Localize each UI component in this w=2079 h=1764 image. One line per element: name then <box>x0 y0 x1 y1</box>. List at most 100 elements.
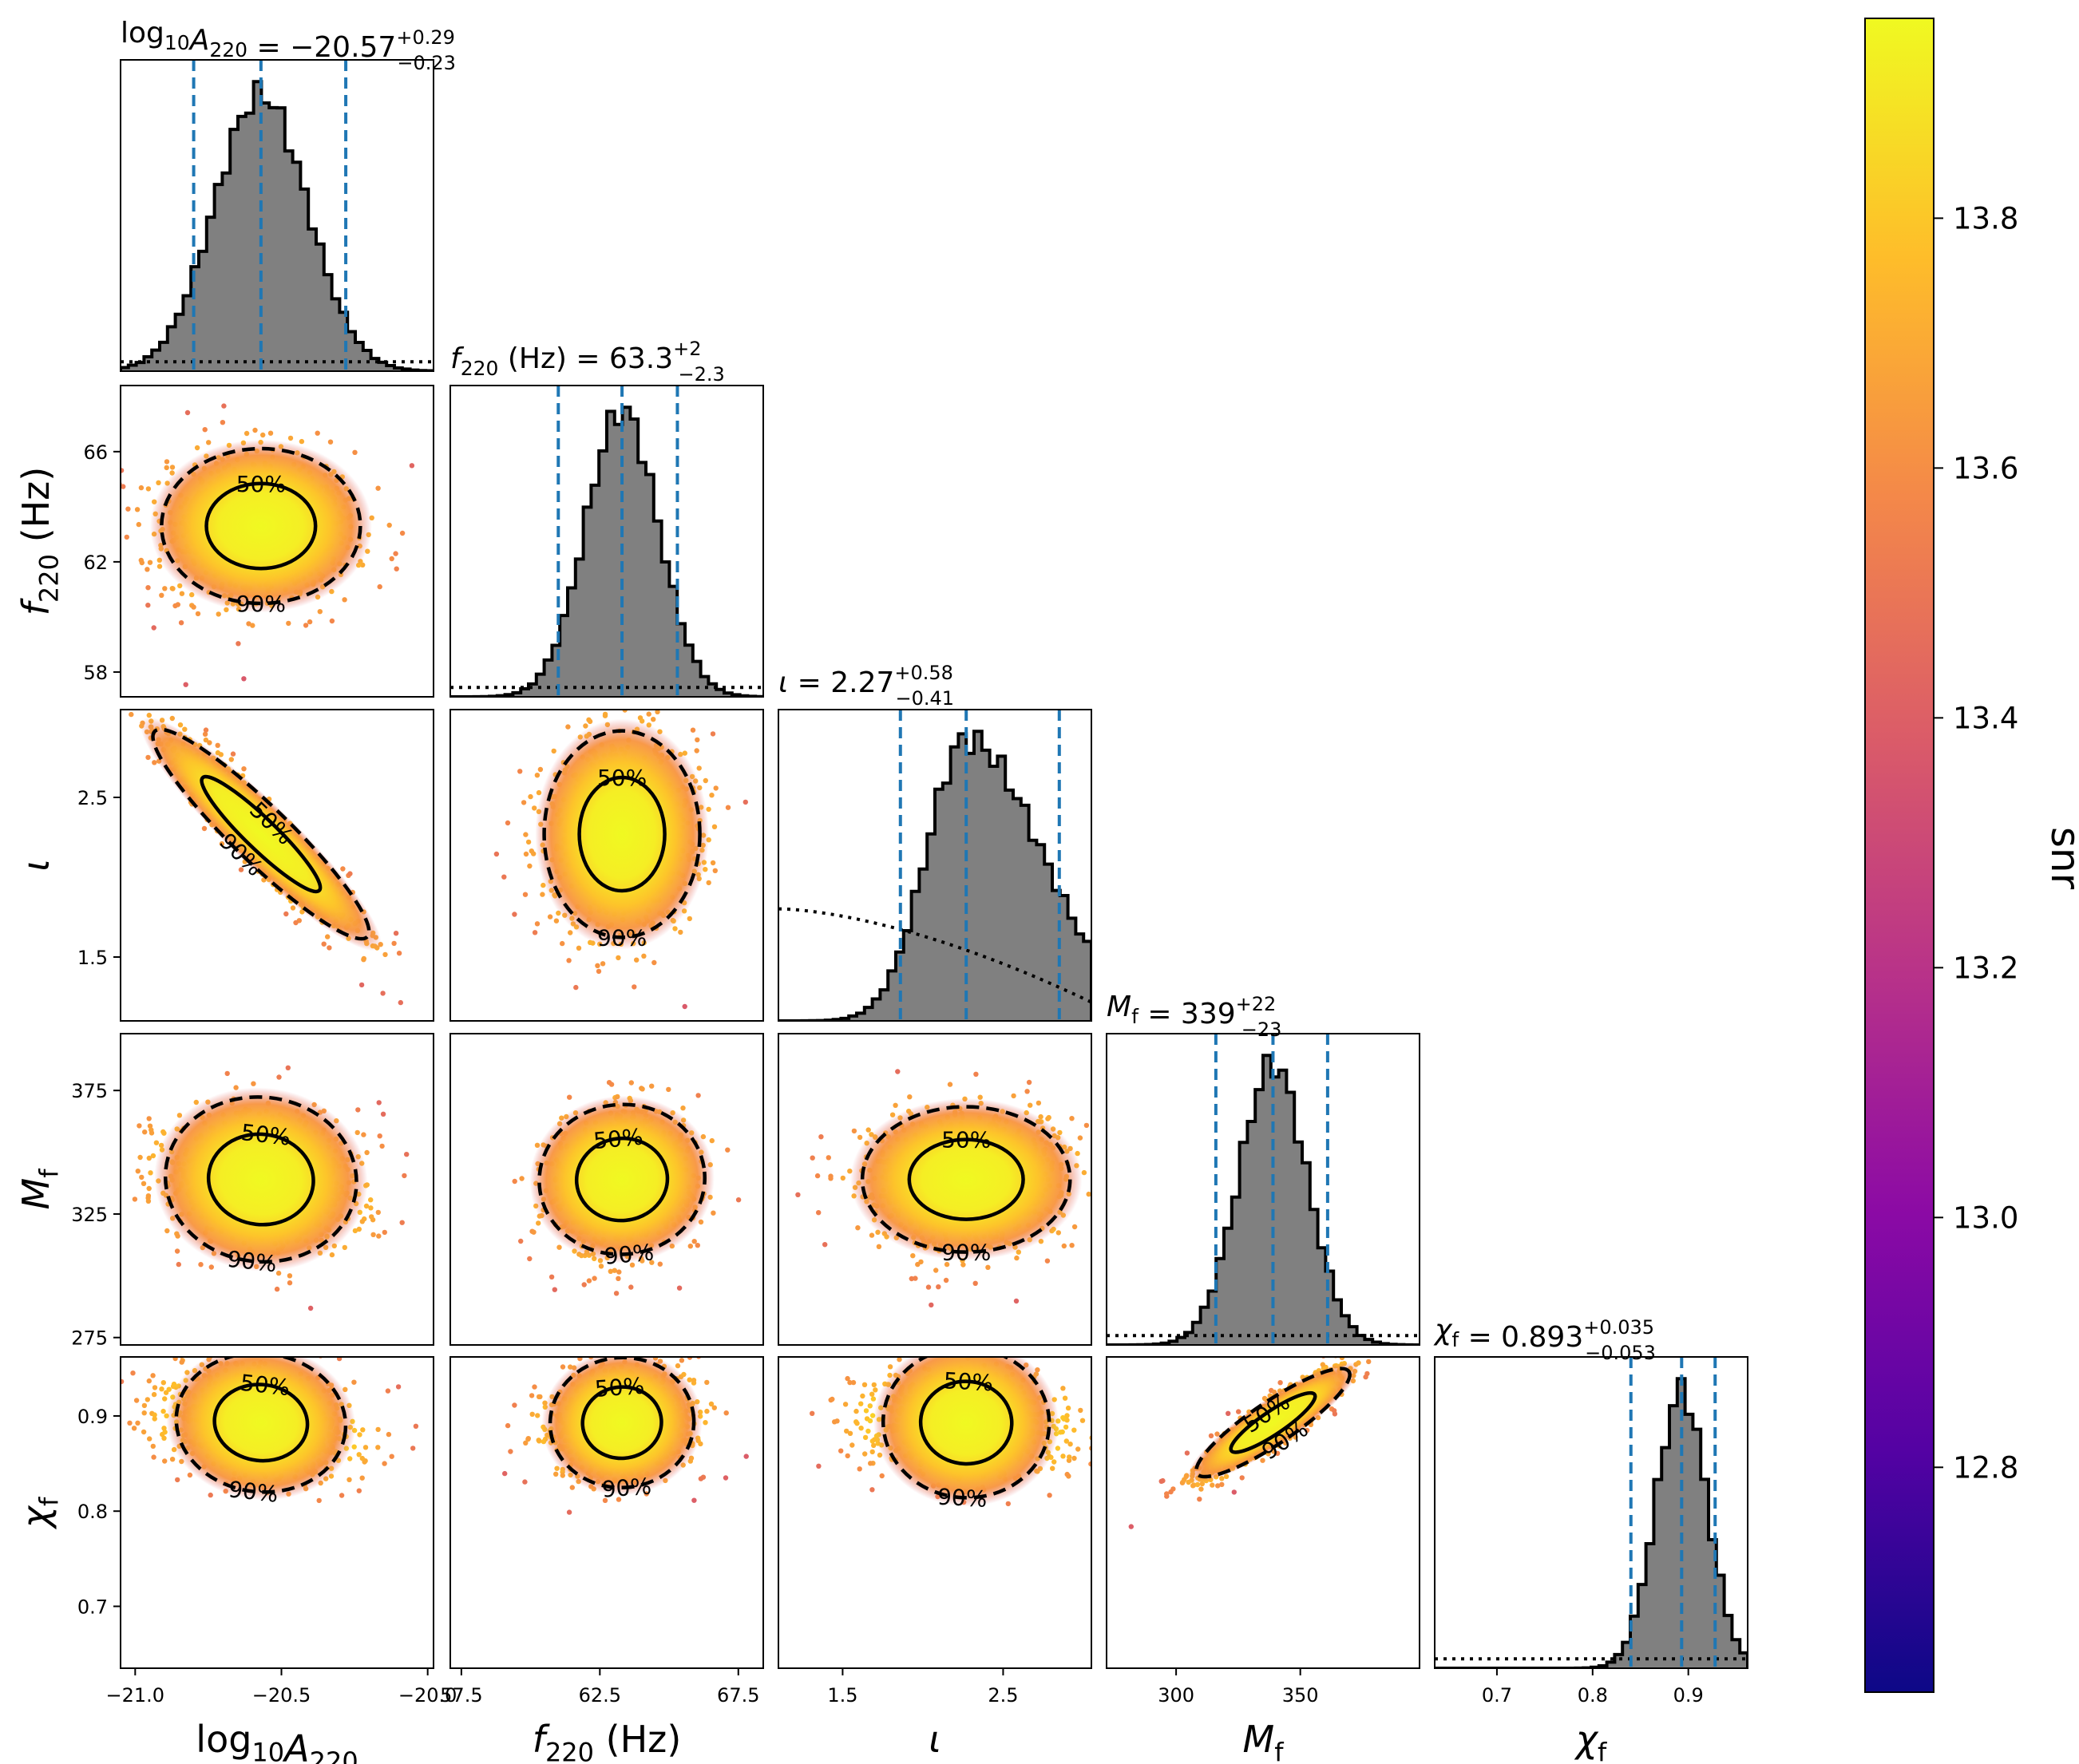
contour-50 <box>212 1382 310 1463</box>
hist-bar <box>1169 1341 1178 1345</box>
y-tick-label: 275 <box>71 1327 108 1350</box>
scatter-point <box>1231 1489 1238 1495</box>
scatter-point <box>534 921 541 927</box>
hist-bar <box>669 586 678 697</box>
scatter-point <box>183 682 188 687</box>
scatter-point <box>307 1305 314 1311</box>
scatter-point <box>356 1226 362 1232</box>
hist-bar <box>1669 1406 1678 1668</box>
scatter-point <box>169 465 176 470</box>
scatter-point <box>616 1269 622 1275</box>
scatter-point <box>581 1282 587 1287</box>
scatter-point <box>163 702 168 707</box>
scatter-point <box>644 1491 649 1497</box>
scatter-point <box>1219 1481 1225 1488</box>
scatter-point <box>876 1244 882 1250</box>
scatter-point <box>151 1391 157 1398</box>
hist-bar <box>230 129 239 371</box>
scatter-point <box>536 1220 541 1226</box>
scatter-point <box>362 1445 369 1450</box>
hist-bar <box>927 833 936 1021</box>
hist-bar <box>253 81 262 371</box>
hist-bar <box>966 753 975 1021</box>
scatter-point <box>493 851 500 857</box>
scatter-point <box>193 1099 199 1105</box>
scatter-point <box>822 1242 828 1248</box>
scatter-point <box>1047 1493 1052 1498</box>
scatter-point <box>576 701 581 706</box>
scatter-point <box>675 1363 681 1369</box>
contour-label-90: 90% <box>601 1473 652 1502</box>
scatter-point <box>655 1349 660 1354</box>
scatter-point <box>393 931 399 936</box>
scatter-point <box>161 1426 167 1431</box>
scatter-point <box>695 1243 700 1248</box>
scatter-point <box>1065 1405 1071 1411</box>
scatter-point <box>363 1203 370 1209</box>
scatter-point <box>943 1277 949 1283</box>
scatter-point <box>194 445 200 451</box>
scatter-point <box>147 1436 152 1442</box>
colorbar-tick-label: 13.6 <box>1953 451 2018 485</box>
hist-bar <box>638 462 647 697</box>
scatter-point <box>202 731 208 737</box>
scatter-point <box>818 1134 824 1140</box>
scatter-point <box>191 604 196 610</box>
contour-label-90: 90% <box>597 924 647 951</box>
scatter-point <box>527 863 533 869</box>
hist-bar <box>167 326 176 371</box>
hist-bar <box>661 561 670 697</box>
scatter-point <box>133 1398 140 1403</box>
scatter-point <box>628 1080 634 1086</box>
hist-bar <box>857 1013 865 1021</box>
scatter-point <box>1063 1438 1070 1444</box>
scatter-point <box>162 1458 168 1464</box>
x-axis-label: χf <box>1574 1718 1607 1764</box>
scatter-point <box>1055 1446 1061 1451</box>
scatter-point <box>687 916 692 922</box>
contour-50 <box>574 1136 670 1223</box>
scatter-point <box>613 1291 620 1296</box>
scatter-point <box>224 607 229 613</box>
scatter-point <box>536 789 542 796</box>
scatter-point <box>375 485 381 491</box>
scatter-point <box>873 1387 878 1393</box>
scatter-point <box>973 1071 979 1078</box>
scatter-point <box>1061 1416 1067 1422</box>
contour-label-90: 90% <box>603 1239 655 1270</box>
scatter-point <box>152 1416 157 1422</box>
x-tick-label: 57.5 <box>440 1684 482 1707</box>
hist-bar <box>1224 1228 1233 1345</box>
scatter-point <box>838 1448 844 1454</box>
scatter-point <box>617 703 622 708</box>
contour-label-50: 50% <box>236 471 286 497</box>
scatter-point <box>867 1418 873 1424</box>
scatter-point <box>893 1102 898 1109</box>
scatter-point <box>1112 1455 1117 1460</box>
contour-50 <box>918 1379 1014 1466</box>
panels-layer: log10A220 = −20.57+0.29 −0.23 f220 (Hz) = … <box>14 17 1748 1764</box>
scatter-point <box>169 715 175 722</box>
colorbar-tick-label: 12.8 <box>1953 1450 2018 1485</box>
scatter-point <box>573 1332 578 1337</box>
hist-bar <box>903 931 912 1021</box>
scatter-point <box>142 1129 148 1135</box>
scatter-point <box>505 820 511 826</box>
scatter-point <box>141 1181 147 1187</box>
hist-bar <box>214 184 223 371</box>
scatter-point <box>1013 1298 1020 1304</box>
hist-panel-iota: ι = 2.27+0.58 −0.41 <box>778 662 1092 1022</box>
hist-bar <box>974 731 983 1021</box>
scatter-point <box>532 805 537 811</box>
hist-bar <box>1278 1070 1287 1345</box>
scatter-point <box>522 1479 528 1485</box>
scatter-point <box>160 1380 166 1386</box>
scatter-point <box>358 982 365 988</box>
scatter-point <box>352 1228 358 1234</box>
scatter-point <box>1075 1446 1081 1452</box>
scatter-point <box>1356 1360 1361 1366</box>
scatter-point <box>342 597 347 603</box>
x-tick-label: −21.0 <box>106 1684 165 1707</box>
scatter-point <box>152 760 157 765</box>
hist-bar <box>386 366 395 371</box>
